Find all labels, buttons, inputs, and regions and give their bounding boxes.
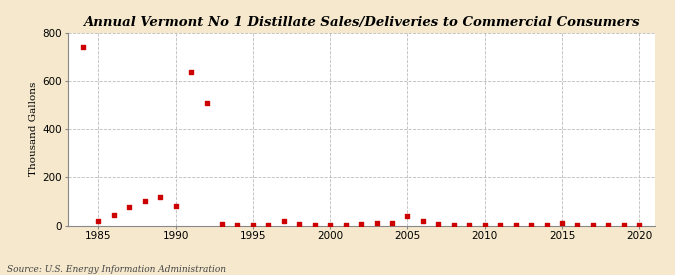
Point [201, 101, 212, 105]
Point [541, 222, 552, 227]
Point [572, 222, 583, 227]
Point [418, 219, 429, 223]
Point [634, 223, 645, 227]
Point [78, 45, 88, 50]
Title: Annual Vermont No 1 Distillate Sales/Deliveries to Commercial Consumers: Annual Vermont No 1 Distillate Sales/Del… [83, 16, 639, 29]
Point [232, 222, 243, 227]
Point [109, 213, 119, 218]
Text: Source: U.S. Energy Information Administration: Source: U.S. Energy Information Administ… [7, 265, 225, 274]
Point [279, 219, 290, 223]
Point [294, 221, 304, 226]
Point [371, 220, 382, 225]
Point [356, 221, 367, 226]
Point [387, 220, 398, 225]
Point [479, 222, 490, 227]
Point [618, 222, 629, 227]
Point [557, 220, 568, 225]
Point [263, 222, 274, 227]
Point [155, 194, 165, 199]
Point [93, 219, 104, 223]
Point [402, 214, 413, 218]
Point [603, 222, 614, 227]
Point [186, 69, 196, 74]
Point [309, 222, 320, 227]
Point [433, 221, 443, 226]
Point [495, 222, 506, 227]
Point [170, 204, 181, 208]
Point [587, 222, 598, 227]
Point [526, 222, 537, 227]
Point [248, 222, 259, 227]
Point [340, 222, 351, 227]
Point [448, 222, 459, 227]
Point [325, 222, 335, 227]
Y-axis label: Thousand Gallons: Thousand Gallons [29, 82, 38, 177]
Point [217, 221, 227, 226]
Point [139, 199, 150, 204]
Point [510, 222, 521, 227]
Point [124, 205, 135, 210]
Point [464, 222, 475, 227]
